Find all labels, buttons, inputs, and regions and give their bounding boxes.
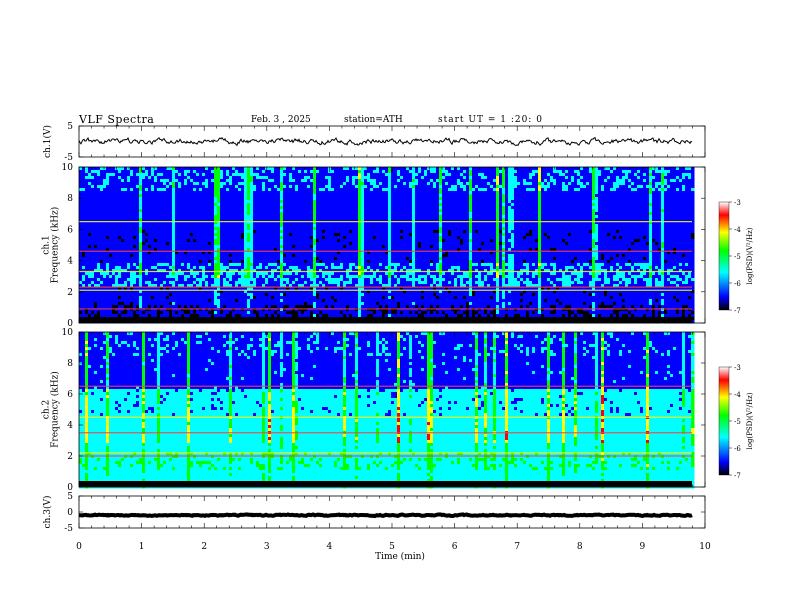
x-tick-label: 9 [640,542,646,552]
ch1-spectrogram-colorbar-tick-label: -7 [734,307,741,315]
ch2-spectrogram-ytick-label: 4 [67,421,73,431]
ch2-spectrogram-colorbar-tick-label: -6 [734,445,741,453]
x-tick-label: 6 [452,542,458,552]
ch1-spectrogram-ytick-label: 4 [67,257,73,267]
ch2-spectrogram-ylabel: ch.2 [42,400,52,419]
ch2-spectrogram-cells [79,332,695,489]
ch1-waveform-trace [78,136,693,147]
ch1-spectrogram-ylabel: Frequency (kHz) [50,207,61,284]
ch3-waveform-ylabel: ch.3(V) [42,496,53,529]
ch1-spectrogram-colorbar-tick-label: -3 [734,199,741,207]
ch1-spectrogram-ylabel: ch.1 [42,235,52,254]
x-axis-label: Time (min) [375,551,425,562]
ch2-spectrogram-ytick-label: 6 [67,390,73,400]
ch2-spectrogram-colorbar-tick-label: -7 [734,472,741,480]
ch1-waveform-ytick-label: 5 [67,122,73,132]
ch2-spectrogram-ytick-label: 0 [67,483,73,493]
station-label: station=ATH [344,115,403,125]
ch1-spectrogram-ytick-label: 6 [67,225,73,235]
ch1-spectrogram-colorbar-label: log(PSD)(V²/Hz) [746,227,754,284]
x-tick-label: 5 [389,542,395,552]
x-tick-label: 8 [577,542,583,552]
ch2-spectrogram-ylabel: Frequency (kHz) [50,371,61,448]
ch2-spectrogram-dc-strip [79,481,692,487]
figure-title: VLF Spectra [79,113,155,126]
ch1-spectrogram-colorbar [718,201,730,311]
ch2-spectrogram-colorbar-tick-label: -5 [734,418,741,426]
ch2-spectrogram-ytick-label: 2 [67,452,73,462]
ch2-spectrogram-ytick-label: 10 [62,328,74,338]
x-tick-label: 1 [139,542,145,552]
ch1-spectrogram-dc-strip [79,317,692,323]
ch2-spectrogram-colorbar [718,366,730,476]
ch2-spectrogram-colorbar-label: log(PSD)(V²/Hz) [746,392,754,449]
ch1-spectrogram-ytick-label: 2 [67,288,73,298]
ch2-spectrogram-colorbar-tick-label: -3 [734,364,741,372]
ch3-waveform-ytick-label: -5 [64,524,73,534]
ch1-spectrogram-colorbar-tick-label: -4 [734,226,741,234]
ch1-waveform-ytick-label: -5 [64,153,73,163]
x-tick-label: 10 [699,542,711,552]
x-tick-label: 4 [327,542,333,552]
ch1-spectrogram-colorbar-tick-label: -6 [734,280,741,288]
ch1-spectrogram-cells [79,167,695,324]
date-label: Feb. 3 , 2025 [251,115,311,125]
ch3-waveform-trace [78,512,693,519]
ch2-spectrogram-colorbar-tick-label: -4 [734,391,741,399]
ch2-spectrogram-layer [79,332,695,489]
x-tick-label: 2 [201,542,207,552]
ch2-spectrogram-ytick-label: 8 [67,359,73,369]
ch3-waveform-ytick-label: 0 [67,508,73,518]
ch3-waveform-ytick-label: 5 [67,492,73,502]
ch1-spectrogram-layer [79,167,695,324]
x-tick-label: 7 [514,542,520,552]
start-time-label: start UT = 1 :20: 0 [438,115,543,125]
ch1-spectrogram-ytick-label: 10 [62,163,74,173]
ch1-spectrogram-colorbar-tick-label: -5 [734,253,741,261]
waveform-layer [78,136,693,519]
x-tick-label: 3 [264,542,270,552]
ch1-spectrogram-ytick-label: 8 [67,194,73,204]
ch1-spectrogram-ytick-label: 0 [67,319,73,329]
x-tick-label: 0 [76,542,82,552]
ch1-waveform-ylabel: ch.1(V) [42,125,53,158]
